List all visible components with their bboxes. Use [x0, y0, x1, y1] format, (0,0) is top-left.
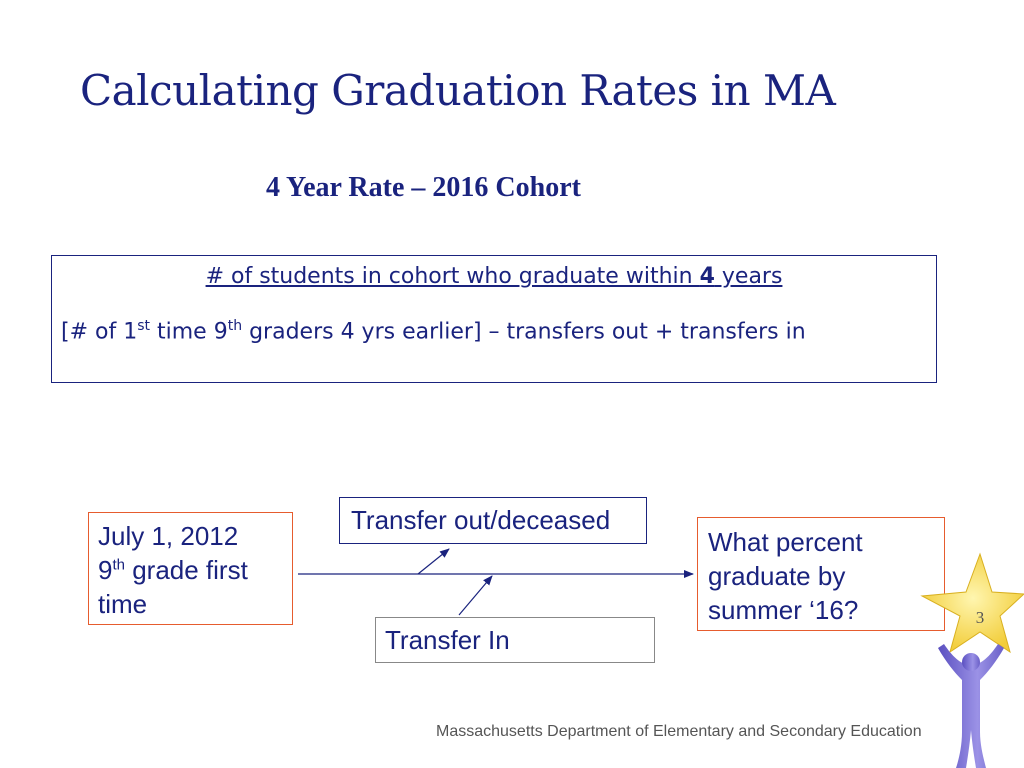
transfer-in-box: Transfer In: [375, 617, 655, 663]
transfer-out-box: Transfer out/deceased: [339, 497, 647, 544]
star-figure-icon: [920, 552, 1024, 768]
slide-subtitle: 4 Year Rate – 2016 Cohort: [266, 172, 581, 203]
formula-denominator: [# of 1st time 9th graders 4 yrs earlier…: [61, 318, 806, 345]
slide-number: 3: [975, 608, 985, 627]
transfer-in-arrow: [458, 575, 493, 616]
footer-text: Massachusetts Department of Elementary a…: [436, 723, 922, 740]
formula-box: # of students in cohort who graduate wit…: [51, 255, 937, 383]
slide-title: Calculating Graduation Rates in MA: [80, 66, 836, 115]
result-box: What percent graduate by summer ‘16?: [697, 517, 945, 631]
transfer-out-arrow: [417, 548, 450, 575]
numerator-text: # of students in cohort who graduate wit…: [205, 264, 783, 289]
start-box: July 1, 2012 9th grade first time: [88, 512, 293, 625]
formula-numerator: # of students in cohort who graduate wit…: [52, 264, 936, 289]
